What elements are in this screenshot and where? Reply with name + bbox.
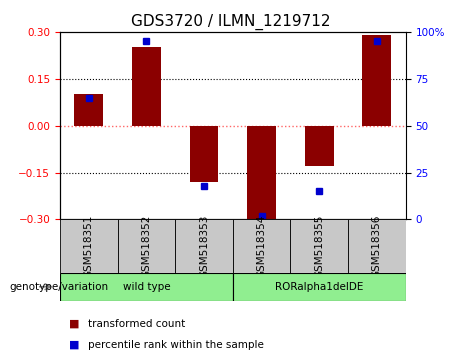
Text: ■: ■ <box>69 340 80 350</box>
Text: percentile rank within the sample: percentile rank within the sample <box>88 340 264 350</box>
Text: GSM518351: GSM518351 <box>84 214 94 278</box>
FancyBboxPatch shape <box>118 219 175 273</box>
FancyBboxPatch shape <box>233 219 290 273</box>
Text: RORalpha1delDE: RORalpha1delDE <box>275 282 363 292</box>
FancyBboxPatch shape <box>60 273 233 301</box>
Text: genotype/variation: genotype/variation <box>9 282 108 292</box>
Text: GSM518356: GSM518356 <box>372 214 382 278</box>
Bar <box>305 126 334 166</box>
Text: wild type: wild type <box>123 282 170 292</box>
Text: GSM518352: GSM518352 <box>142 214 151 278</box>
Text: GSM518353: GSM518353 <box>199 214 209 278</box>
FancyBboxPatch shape <box>348 219 406 273</box>
Text: GDS3720 / ILMN_1219712: GDS3720 / ILMN_1219712 <box>131 14 330 30</box>
Text: GSM518355: GSM518355 <box>314 214 324 278</box>
Bar <box>247 126 276 219</box>
Bar <box>74 95 103 126</box>
Bar <box>362 35 391 126</box>
Bar <box>132 47 161 126</box>
FancyBboxPatch shape <box>290 219 348 273</box>
FancyBboxPatch shape <box>60 219 118 273</box>
FancyBboxPatch shape <box>175 219 233 273</box>
Text: transformed count: transformed count <box>88 319 185 329</box>
Text: GSM518354: GSM518354 <box>257 214 266 278</box>
Text: ■: ■ <box>69 319 80 329</box>
Bar <box>189 126 219 182</box>
FancyBboxPatch shape <box>233 273 406 301</box>
